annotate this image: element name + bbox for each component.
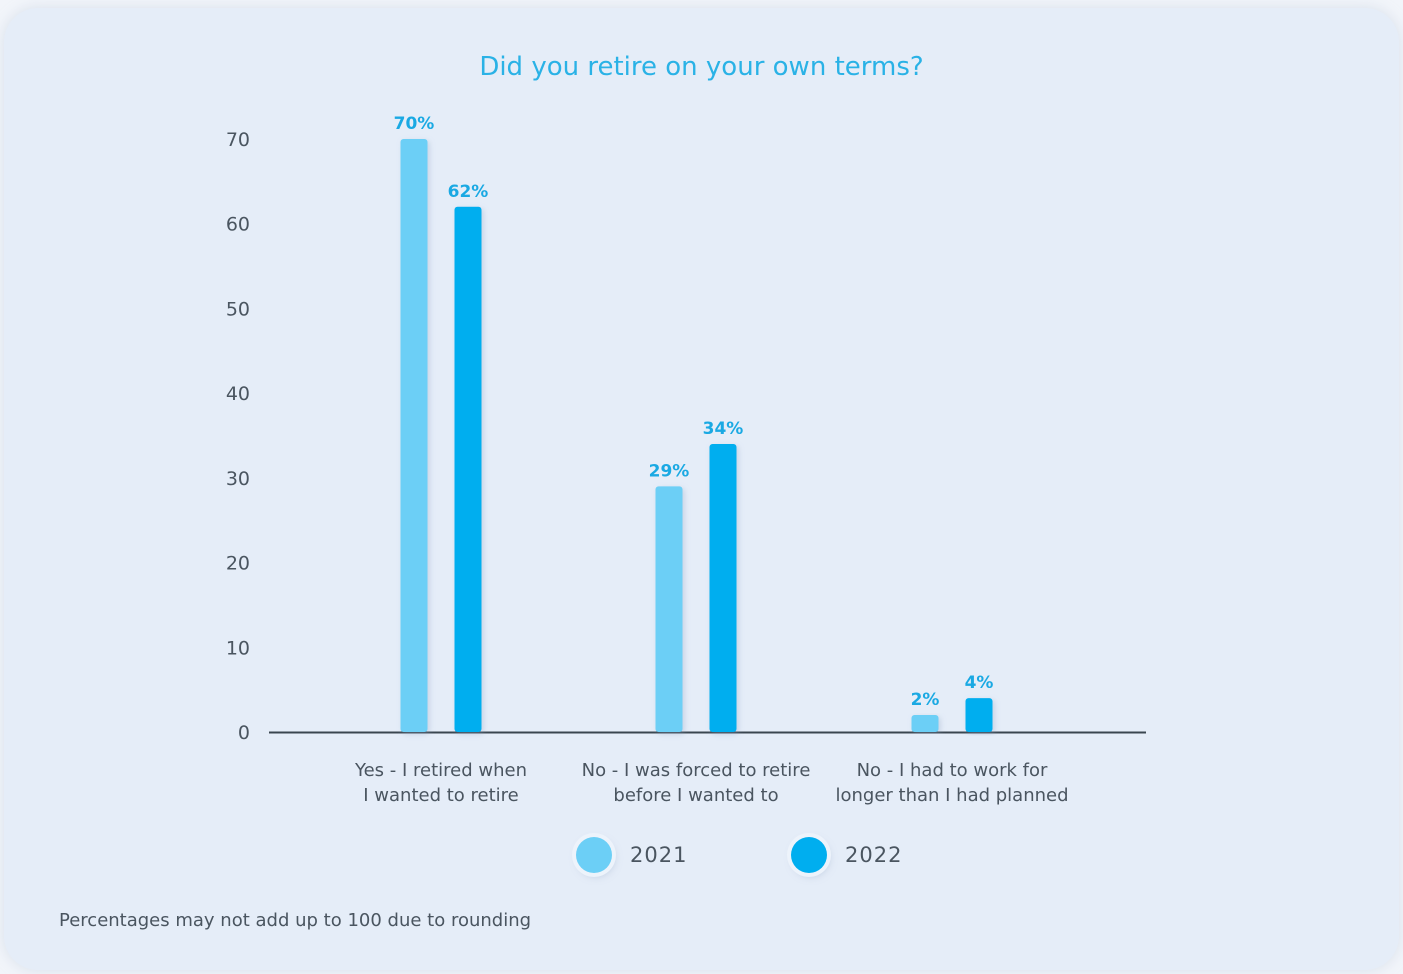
legend-label-2021: 2021	[630, 843, 688, 867]
y-tick-label: 50	[226, 298, 250, 320]
bar-2021-0	[400, 139, 428, 732]
bar-2021-2	[911, 715, 939, 732]
bar-2022-0	[454, 206, 482, 732]
y-tick-label: 30	[226, 468, 250, 490]
bar-2022-2	[965, 698, 993, 732]
bar-2022-1	[709, 443, 737, 732]
y-tick-label: 40	[226, 383, 250, 405]
category-label: No - I was forced to retire	[582, 760, 811, 781]
legend: 2021 2022	[0, 835, 1403, 875]
data-label: 2%	[911, 690, 940, 710]
category-label: I wanted to retire	[363, 785, 518, 806]
category-label: before I wanted to	[613, 785, 778, 806]
y-tick-label: 0	[238, 722, 250, 744]
legend-swatch-2022	[791, 837, 827, 873]
footnote: Percentages may not add up to 100 due to…	[59, 910, 532, 931]
data-label: 62%	[448, 182, 489, 202]
category-label: longer than I had planned	[835, 785, 1068, 806]
data-label: 4%	[965, 673, 994, 693]
chart-title: Did you retire on your own terms?	[479, 52, 924, 82]
chart-card	[4, 8, 1399, 970]
data-label: 34%	[703, 419, 744, 439]
category-label: No - I had to work for	[857, 760, 1048, 781]
legend-item-2022: 2022	[791, 835, 902, 875]
bar-2021-1	[655, 486, 683, 732]
y-tick-label: 60	[226, 214, 250, 236]
category-label: Yes - I retired when	[354, 760, 527, 781]
data-label: 70%	[394, 114, 435, 134]
legend-swatch-2021	[576, 837, 612, 873]
legend-item-2021: 2021	[576, 835, 687, 875]
y-tick-label: 20	[226, 553, 250, 575]
data-label: 29%	[649, 461, 690, 481]
y-tick-label: 10	[226, 637, 250, 659]
legend-label-2022: 2022	[845, 843, 903, 867]
y-tick-label: 70	[226, 129, 250, 151]
